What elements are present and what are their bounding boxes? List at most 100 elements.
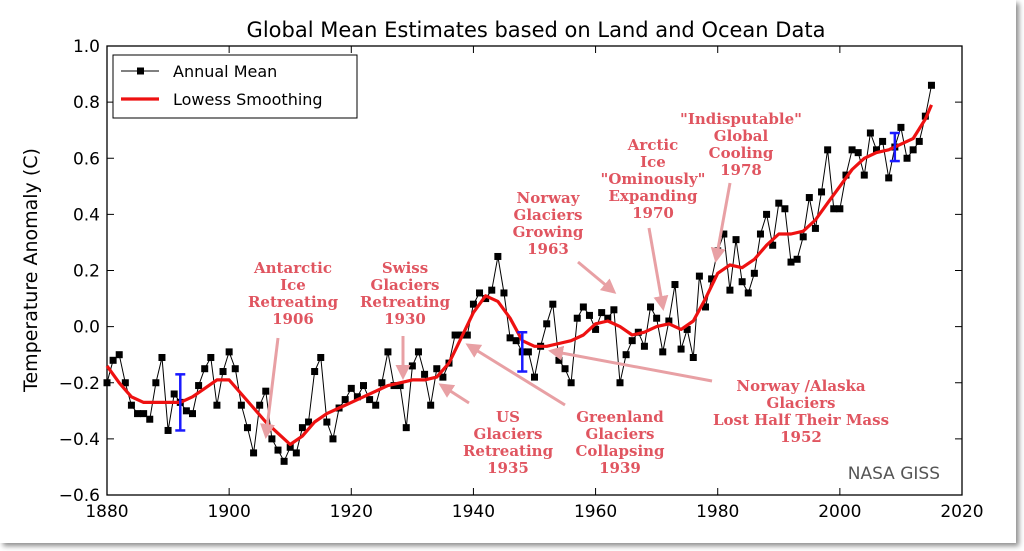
annual-mean-point xyxy=(305,418,313,426)
annotation-text: 1906 xyxy=(272,310,314,328)
annual-mean-point xyxy=(494,252,502,260)
annual-mean-point xyxy=(170,390,178,398)
y-tick-label: −0.6 xyxy=(59,486,100,506)
annotation-text: Glaciers xyxy=(767,394,836,412)
annual-mean-point xyxy=(262,387,270,395)
annotation-text: Retreating xyxy=(360,293,451,311)
annual-mean-point xyxy=(628,337,636,345)
annual-mean-point xyxy=(555,356,563,364)
annual-mean-point xyxy=(720,230,728,238)
annotation-text: Glaciers xyxy=(586,425,655,443)
annual-mean-point xyxy=(329,435,337,443)
annual-mean-point xyxy=(927,81,935,89)
annotation-text: Swiss xyxy=(382,259,428,277)
annual-mean-point xyxy=(653,314,661,322)
annotation-text: 1935 xyxy=(487,459,529,477)
annual-mean-point xyxy=(482,295,490,303)
annual-mean-point xyxy=(885,174,893,182)
annotation-text: Greenland xyxy=(576,408,664,426)
annual-mean-point xyxy=(103,379,111,387)
annual-mean-point xyxy=(573,314,581,322)
annual-mean-point xyxy=(763,210,771,218)
annual-mean-point xyxy=(274,446,282,454)
annotation-text: 1978 xyxy=(720,161,762,179)
annual-mean-point xyxy=(830,205,838,213)
annual-mean-point xyxy=(347,384,355,392)
annotation-arrow xyxy=(438,383,470,405)
annual-mean-point xyxy=(842,171,850,179)
annual-mean-point xyxy=(427,401,435,409)
annual-mean-point xyxy=(793,255,801,263)
figure-frame: Global Mean Estimates based on Land and … xyxy=(20,18,984,522)
x-tick-label: 2000 xyxy=(818,502,861,522)
annual-mean-point xyxy=(659,348,667,356)
annual-mean-point xyxy=(396,382,404,390)
annotation-text: Glaciers xyxy=(514,206,583,224)
annual-mean-point xyxy=(909,146,917,154)
annual-mean-point xyxy=(677,345,685,353)
annotation-text: Antarctic xyxy=(253,259,332,277)
annual-mean-point xyxy=(195,382,203,390)
annotation-arrow xyxy=(260,337,280,439)
annotation-text: "Ominously" xyxy=(601,170,706,188)
annual-mean-point xyxy=(531,373,538,381)
x-tick-label: 1920 xyxy=(330,502,373,522)
annual-mean-point xyxy=(421,370,429,378)
annual-mean-point xyxy=(286,443,294,451)
annual-mean-point xyxy=(836,205,844,213)
legend-label-lowess: Lowess Smoothing xyxy=(173,90,323,109)
annual-mean-point xyxy=(640,342,648,350)
annual-mean-point xyxy=(225,348,233,356)
annual-mean-point xyxy=(127,401,135,409)
annual-mean-point xyxy=(384,348,392,356)
annual-mean-point xyxy=(854,149,862,157)
annual-mean-point xyxy=(243,424,251,432)
annual-mean-point xyxy=(408,362,416,370)
annual-mean-point xyxy=(750,269,758,277)
annual-mean-point xyxy=(311,368,319,376)
annual-mean-point xyxy=(622,351,630,359)
annotation-text: Glaciers xyxy=(474,425,543,443)
annual-mean-point xyxy=(182,407,190,415)
annual-mean-point xyxy=(439,373,447,381)
y-tick-label: 0.0 xyxy=(73,318,100,338)
chart-title: Global Mean Estimates based on Land and … xyxy=(247,18,826,42)
annual-mean-point xyxy=(213,401,221,409)
annual-mean-point xyxy=(738,278,746,286)
annual-mean-point xyxy=(231,365,239,373)
annual-mean-point xyxy=(201,365,209,373)
annotation-text: Ice xyxy=(280,276,306,294)
annual-mean-point xyxy=(433,365,441,373)
annual-mean-point xyxy=(549,300,557,308)
annual-mean-point xyxy=(811,224,819,232)
annotation-text: Retreating xyxy=(463,442,554,460)
annual-mean-point xyxy=(189,410,196,418)
annual-mean-point xyxy=(121,379,129,387)
legend-box xyxy=(112,54,358,119)
annual-mean-point xyxy=(671,281,679,289)
annual-mean-point xyxy=(256,401,264,409)
x-tick-label: 2020 xyxy=(940,502,983,522)
annual-mean-point xyxy=(250,449,258,457)
y-tick-label: 0.6 xyxy=(73,149,100,169)
temperature-chart: Global Mean Estimates based on Land and … xyxy=(20,18,984,522)
y-tick-label: −0.2 xyxy=(59,374,100,394)
annual-mean-point xyxy=(207,353,215,361)
annual-mean-point xyxy=(146,415,154,423)
x-tick-label: 1980 xyxy=(696,502,739,522)
annual-mean-point xyxy=(787,258,795,266)
annual-mean-point xyxy=(268,435,276,443)
annotation-arrow xyxy=(577,260,617,294)
plot-area: 1880 1900 1920 1940 1960 1980 2000 2020 1.0 0.8 0.… xyxy=(59,37,984,522)
annual-mean-point xyxy=(115,351,123,359)
annual-mean-point xyxy=(323,418,331,426)
y-tick-label: 1.0 xyxy=(73,37,100,57)
annual-mean-point xyxy=(915,137,923,145)
annual-mean-point xyxy=(219,368,227,376)
annual-mean-point xyxy=(500,289,508,297)
annual-mean-point xyxy=(866,129,874,137)
annual-mean-point xyxy=(708,275,716,283)
annotation-text: 1930 xyxy=(384,310,426,328)
annual-mean-point xyxy=(781,205,789,213)
x-tick-label: 1940 xyxy=(452,502,495,522)
